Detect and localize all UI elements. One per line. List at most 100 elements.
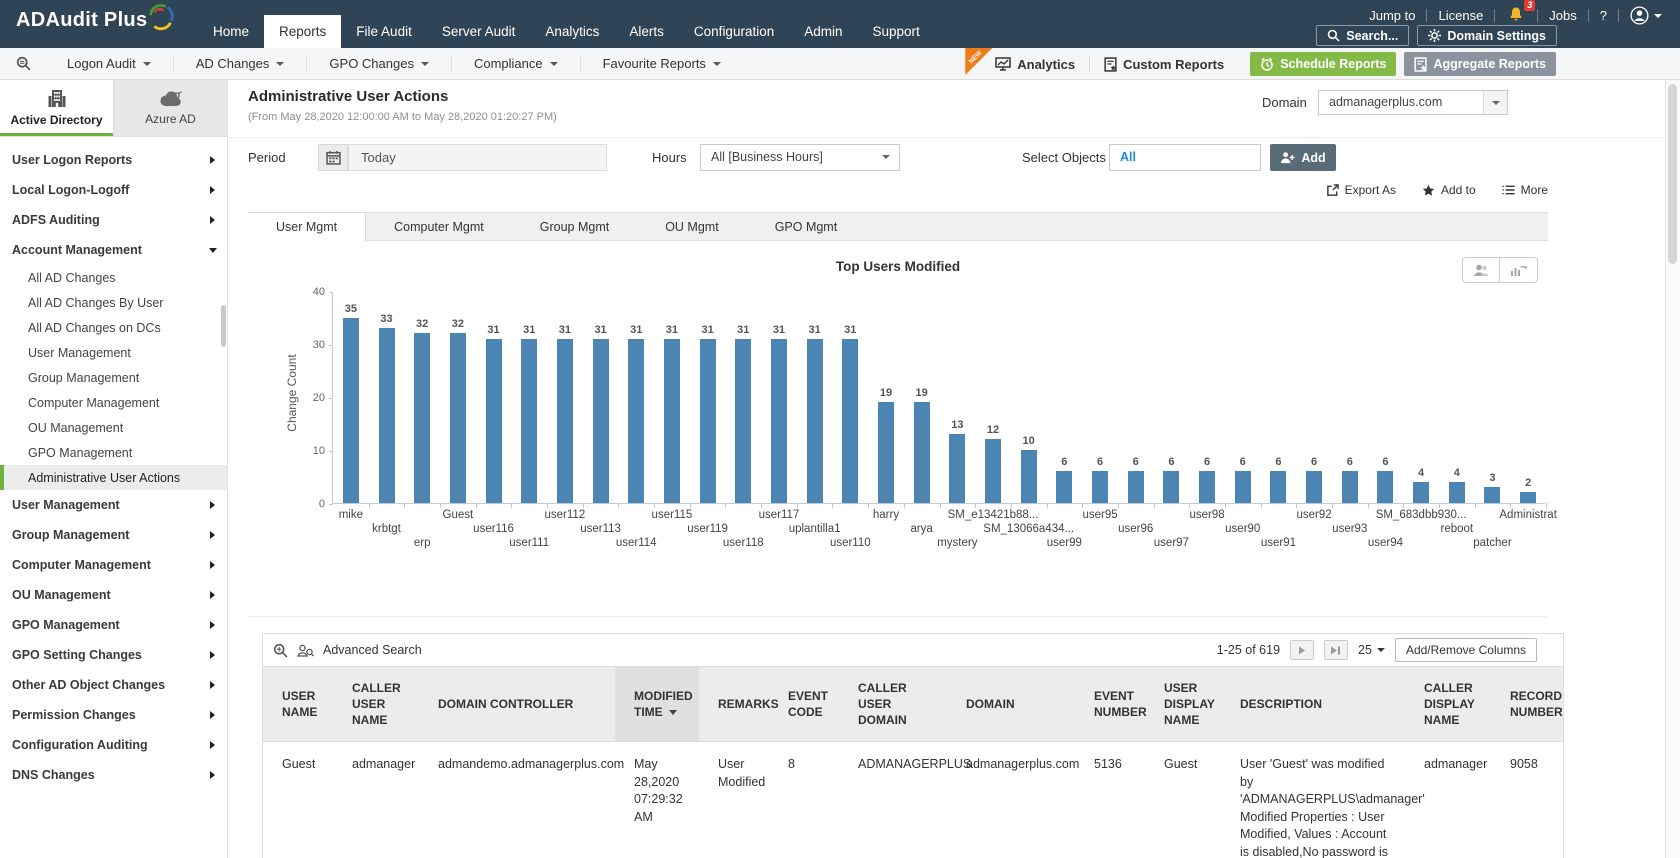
tab-ou-mgmt[interactable]: OU Mgmt (665, 220, 719, 234)
page-size-select[interactable]: 25 (1358, 643, 1385, 657)
chart-bar-user116[interactable] (485, 338, 502, 503)
jump-to-link[interactable]: Jump to (1369, 8, 1416, 23)
next-page-button[interactable] (1290, 640, 1315, 660)
object-search-icon[interactable] (297, 643, 314, 658)
aggregate-reports-button[interactable]: Aggregate Reports (1404, 52, 1556, 76)
chart-bar-user93[interactable] (1341, 471, 1358, 503)
tab-computer-mgmt[interactable]: Computer Mgmt (394, 220, 484, 234)
chart-bar-reboot[interactable] (1448, 481, 1465, 503)
chart-bar-harry[interactable] (877, 402, 894, 503)
nav-item-analytics[interactable]: Analytics (545, 24, 600, 39)
sidebar-item-other-ad-object-changes[interactable]: Other AD Object Changes (0, 670, 227, 700)
chart-bar-sm-683dbb930[interactable] (1413, 481, 1430, 503)
chart-bar-user95[interactable] (1092, 471, 1109, 503)
nav-item-server-audit[interactable]: Server Audit (441, 24, 516, 39)
chart-bar-arya[interactable] (913, 402, 930, 503)
nav-item-configuration[interactable]: Configuration (693, 24, 775, 39)
sidebar-item-computer-management-sub[interactable]: Computer Management (0, 390, 227, 415)
schedule-reports-button[interactable]: Schedule Reports (1250, 52, 1397, 76)
column-header-record-number[interactable]: RECORD NUMBER (1491, 667, 1563, 741)
chart-refresh-icon[interactable] (1500, 258, 1537, 282)
chart-bar-user99[interactable] (1056, 471, 1073, 503)
tab-azure-ad[interactable]: Azure AD (113, 80, 227, 136)
column-header-domain[interactable]: DOMAIN (947, 667, 1075, 741)
sidebar-scrollbar[interactable] (221, 305, 226, 347)
zoom-search-icon[interactable] (273, 643, 288, 658)
column-header-user-display-name[interactable]: USER DISPLAY NAME (1145, 667, 1221, 741)
sidebar-item-computer-management[interactable]: Computer Management (0, 550, 227, 580)
chart-bar-user119[interactable] (699, 338, 716, 503)
sidebar-item-configuration-auditing[interactable]: Configuration Auditing (0, 730, 227, 760)
column-header-remarks[interactable]: REMARKS (699, 667, 779, 741)
chart-bar-user118[interactable] (735, 338, 752, 503)
sidebar-item-group-management[interactable]: Group Management (0, 520, 227, 550)
menu-gpo-changes[interactable]: GPO Changes (307, 55, 452, 72)
last-page-button[interactable] (1324, 640, 1349, 660)
calendar-icon[interactable] (318, 144, 348, 171)
domain-settings-button[interactable]: Domain Settings (1417, 25, 1557, 46)
chart-bar-user115[interactable] (663, 338, 680, 503)
chart-bar-patcher[interactable] (1484, 487, 1501, 503)
custom-reports-menu[interactable]: Custom Reports (1090, 57, 1238, 72)
column-header-event-number[interactable]: EVENT NUMBER (1075, 667, 1147, 741)
tab-gpo-mgmt[interactable]: GPO Mgmt (774, 220, 838, 234)
scrollbar-thumb[interactable] (1668, 84, 1677, 264)
column-header-caller-user-domain[interactable]: CALLER USER DOMAIN (839, 667, 947, 741)
tab-user-mgmt[interactable]: User Mgmt (248, 213, 367, 242)
notifications-bell-icon[interactable]: 3 (1495, 0, 1537, 25)
period-input[interactable]: Today (348, 144, 607, 171)
add-remove-columns-button[interactable]: Add/Remove Columns (1394, 638, 1537, 662)
add-to-button[interactable]: Add to (1422, 183, 1476, 197)
menu-favourite-reports[interactable]: Favourite Reports (581, 56, 743, 72)
sidebar-item-gpo-setting-changes[interactable]: GPO Setting Changes (0, 640, 227, 670)
sidebar-item-ou-management-sub[interactable]: OU Management (0, 415, 227, 440)
sidebar-item-permission-changes[interactable]: Permission Changes (0, 700, 227, 730)
add-objects-button[interactable]: Add (1270, 144, 1336, 171)
chart-bar-user117[interactable] (770, 338, 787, 503)
jobs-link[interactable]: Jobs (1549, 8, 1577, 23)
chart-bar-sm-13066a434[interactable] (1020, 450, 1037, 503)
more-button[interactable]: More (1502, 183, 1548, 197)
tab-active-directory[interactable]: Active Directory (0, 80, 113, 136)
hours-select[interactable]: All [Business Hours] (700, 144, 900, 171)
help-link[interactable]: ? (1599, 8, 1607, 23)
nav-item-alerts[interactable]: Alerts (629, 24, 664, 39)
analytics-menu[interactable]: Analytics (969, 57, 1089, 72)
sidebar-item-gpo-management[interactable]: GPO Management (0, 610, 227, 640)
chart-bar-erp[interactable] (414, 333, 431, 503)
user-avatar[interactable] (1619, 6, 1666, 25)
nav-item-support[interactable]: Support (872, 24, 920, 39)
global-search-button[interactable]: Search... (1316, 25, 1410, 46)
chart-bar-user96[interactable] (1127, 471, 1144, 503)
sidebar-item-adfs-auditing[interactable]: ADFS Auditing (0, 205, 227, 235)
chart-bar-user98[interactable] (1199, 471, 1216, 503)
page-scrollbar[interactable] (1665, 80, 1680, 858)
chart-bar-guest[interactable] (449, 333, 466, 503)
report-search-icon[interactable] (16, 56, 31, 71)
license-link[interactable]: License (1438, 8, 1484, 23)
domain-select[interactable]: admanagerplus.com (1318, 90, 1508, 115)
nav-item-admin[interactable]: Admin (804, 24, 843, 39)
sidebar-item-administrative-user-actions-sub[interactable]: Administrative User Actions (0, 465, 227, 490)
chart-bar-user91[interactable] (1270, 471, 1287, 503)
column-header-domain-controller[interactable]: DOMAIN CONTROLLER (419, 667, 615, 741)
sidebar-item-all-ad-changes-by-user-sub[interactable]: All AD Changes By User (0, 290, 227, 315)
sidebar-item-user-logon-reports[interactable]: User Logon Reports (0, 145, 227, 175)
chart-bar-sm-e13421b88[interactable] (985, 439, 1001, 503)
sidebar-item-all-ad-changes-on-dcs-sub[interactable]: All AD Changes on DCs (0, 315, 227, 340)
chart-bar-user113[interactable] (592, 338, 609, 503)
chart-bar-krbtgt[interactable] (378, 328, 395, 503)
column-header-user-name[interactable]: USER NAME (263, 667, 333, 741)
sidebar-item-user-management-sub[interactable]: User Management (0, 340, 227, 365)
nav-item-home[interactable]: Home (213, 24, 250, 39)
sidebar-item-ou-management[interactable]: OU Management (0, 580, 227, 610)
sidebar-item-gpo-management-sub[interactable]: GPO Management (0, 440, 227, 465)
chart-bar-user92[interactable] (1306, 471, 1323, 503)
nav-item-reports[interactable]: Reports (264, 15, 342, 48)
sidebar-item-user-management[interactable]: User Management (0, 490, 227, 520)
export-as-button[interactable]: Export As (1326, 183, 1396, 197)
chart-bar-user112[interactable] (556, 338, 573, 503)
chart-bar-mike[interactable] (342, 317, 359, 503)
chart-bar-uplantilla1[interactable] (806, 338, 823, 503)
chart-bar-administrat[interactable] (1520, 492, 1537, 503)
